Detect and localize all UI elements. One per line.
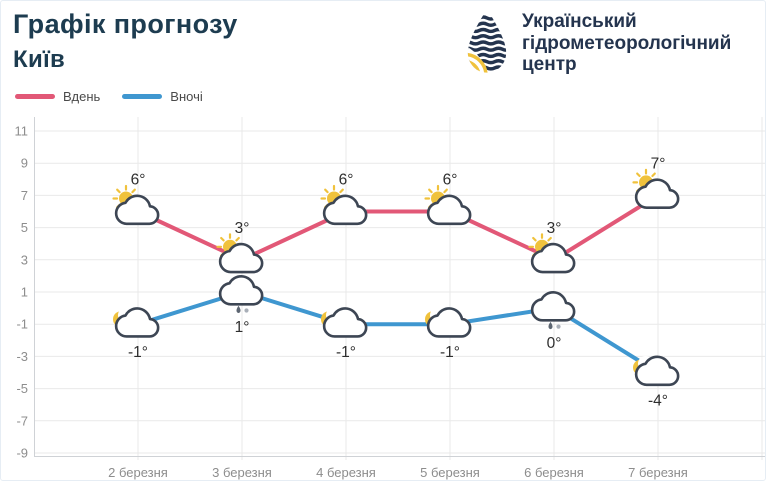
y-tick-label: -5 [16, 381, 28, 396]
org-name-line: центр [522, 54, 577, 75]
chart-legend: Вдень Вночі [15, 89, 203, 104]
temp-label: 0° [547, 335, 562, 352]
temp-label: 6° [339, 172, 354, 189]
y-tick-label: -1 [16, 317, 28, 332]
temp-label: 3° [547, 220, 562, 237]
night-series-swatch-icon [122, 94, 163, 99]
org-logo: Український гідрометеорологічний центр [463, 8, 731, 76]
legend-item-night[interactable]: Вночі [122, 89, 203, 104]
y-tick-label: 7 [21, 188, 28, 203]
moon-cloud-icon [633, 356, 678, 385]
sun-cloud-icon [426, 186, 471, 224]
forecast-chart: 11 9 7 5 3 1 -1 -3 -5 -7 -9 2 березня 3 березня 4 бер… [15, 117, 765, 480]
mixed-precip-cloud-icon [220, 276, 262, 313]
legend-item-day[interactable]: Вдень [15, 89, 100, 104]
x-tick-label: 2 березня [108, 465, 168, 480]
moon-cloud-icon [113, 308, 158, 337]
sun-cloud-icon [322, 186, 367, 224]
y-tick-label: 9 [21, 156, 28, 171]
temp-label: -1° [128, 344, 148, 361]
night-series-line [136, 290, 660, 375]
moon-cloud-icon [321, 308, 366, 337]
temp-label: 6° [131, 172, 146, 189]
org-name-line: гідрометеорологічний [522, 32, 732, 54]
temp-label: -1° [336, 344, 356, 361]
sun-cloud-icon [114, 186, 159, 224]
y-tick-label: -7 [16, 413, 28, 428]
chart-plot-area: 11 9 7 5 3 1 -1 -3 -5 -7 -9 2 березня 3 березня 4 бер… [15, 117, 765, 480]
y-tick-label: 1 [21, 285, 28, 300]
y-tick-label: 5 [21, 220, 28, 235]
org-name-line: Український [522, 11, 637, 32]
temp-label: 3° [235, 220, 250, 237]
x-tick-label: 6 березня [524, 465, 584, 480]
y-tick-label: -3 [16, 349, 28, 364]
x-tick-label: 5 березня [420, 465, 480, 480]
page-title: Графік прогнозу [13, 9, 238, 39]
logo-droplet-icon [467, 15, 507, 73]
x-tick-label: 4 березня [316, 465, 376, 480]
temp-label: -4° [648, 393, 668, 410]
temp-label: 1° [235, 319, 250, 336]
y-tick-label: -9 [16, 446, 28, 461]
city-subtitle: Київ [13, 46, 66, 73]
moon-cloud-icon [425, 308, 470, 337]
temp-label: 6° [443, 172, 458, 189]
y-tick-label: 11 [15, 124, 29, 139]
y-tick-label: 3 [21, 252, 28, 267]
x-tick-label: 7 березня [628, 465, 688, 480]
org-name: Український гідрометеорологічний центр [522, 8, 731, 76]
day-series-swatch-icon [15, 94, 55, 99]
mixed-precip-cloud-icon [532, 292, 574, 329]
x-tick-label: 3 березня [212, 465, 272, 480]
temp-label: 7° [651, 155, 666, 172]
legend-label-night: Вночі [170, 89, 203, 104]
temp-label: -1° [440, 344, 460, 361]
sun-cloud-icon [634, 170, 679, 208]
legend-label-day: Вдень [63, 89, 101, 104]
